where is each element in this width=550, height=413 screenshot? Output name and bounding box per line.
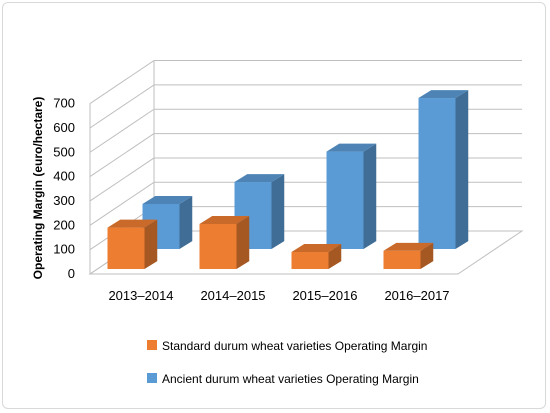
gridline-diagonal [89, 181, 155, 226]
front-row-bars [107, 216, 434, 269]
bar-top-face [142, 196, 193, 204]
bar-side-face [455, 90, 469, 249]
y-tick-label: 100 [53, 242, 75, 257]
bar-top-face [383, 242, 434, 251]
x-tick-label: 2013–2014 [108, 288, 173, 303]
gridline-diagonal [89, 133, 155, 178]
bar-front-face [291, 251, 329, 269]
legend: Standard durum wheat varieties Operating… [147, 339, 427, 386]
bar-side-face [179, 196, 193, 249]
y-axis-ticks: 0 100 200 300 400 500 600 700 [53, 96, 75, 281]
gridline-diagonal [89, 157, 155, 202]
bar-front-face [107, 227, 145, 269]
bar-top-face [418, 90, 469, 99]
legend-label: Standard durum wheat varieties Operating… [162, 339, 427, 353]
bar-side-face [271, 174, 285, 249]
legend-swatch [147, 340, 157, 350]
bar-standard-1 [199, 216, 250, 269]
x-axis-ticks: 2013–2014 2014–2015 2015–2016 2016–2017 [108, 288, 449, 303]
x-tick-label: 2014–2015 [200, 288, 265, 303]
bar-ancient-3 [418, 90, 469, 249]
gridline-diagonal [89, 84, 155, 129]
bar-top-face [291, 244, 342, 252]
x-tick-label: 2015–2016 [292, 288, 357, 303]
y-tick-label: 500 [53, 144, 75, 159]
bar-side-face [144, 219, 158, 269]
bar-standard-2 [291, 244, 342, 269]
y-tick-label: 600 [53, 120, 75, 135]
bar-front-face [383, 250, 421, 269]
y-tick-label: 400 [53, 169, 75, 184]
bar-front-face [326, 151, 364, 249]
x-tick-label: 2016–2017 [384, 288, 449, 303]
legend-swatch [147, 373, 157, 383]
gridline-diagonal [89, 60, 155, 104]
bar-top-face [326, 143, 377, 152]
y-tick-label: 700 [53, 96, 75, 111]
legend-label: Ancient durum wheat varieties Operating … [162, 372, 419, 386]
gridline-diagonal [89, 108, 155, 153]
y-tick-label: 0 [68, 266, 75, 281]
bar-front-face [418, 98, 456, 249]
bar-top-face [199, 216, 250, 224]
bar-top-face [107, 219, 158, 228]
bar-side-face [363, 143, 377, 249]
bar-standard-3 [383, 242, 434, 269]
y-tick-label: 300 [53, 193, 75, 208]
bar-front-face [199, 223, 237, 269]
y-tick-label: 200 [53, 217, 75, 232]
back-row-bars [142, 90, 469, 249]
bar-standard-0 [107, 219, 158, 269]
bar-side-face [236, 216, 250, 269]
bar-side-face [420, 242, 434, 269]
y-axis-label: Operating Margin (euro/hectare) [31, 97, 45, 280]
bar-ancient-2 [326, 143, 377, 249]
bar-side-face [328, 244, 342, 269]
bar-top-face [234, 174, 285, 183]
